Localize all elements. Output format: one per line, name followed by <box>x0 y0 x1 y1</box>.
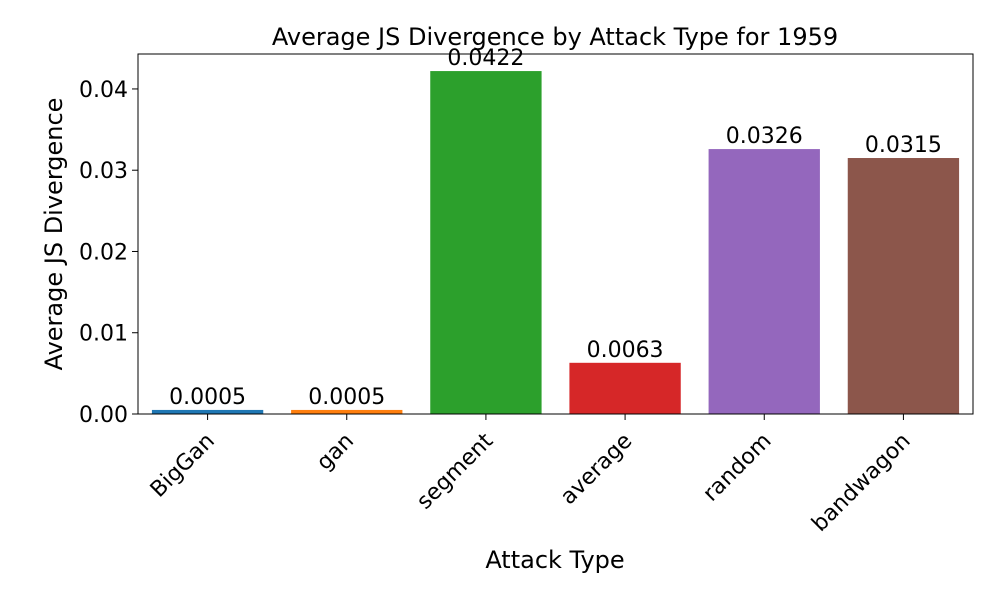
bar-random <box>708 149 820 414</box>
y-axis-label: Average JS Divergence <box>40 98 68 371</box>
data-label: 0.0422 <box>447 46 524 71</box>
x-tick-label: BigGan <box>146 429 220 503</box>
y-tick-label: 0.04 <box>79 78 128 103</box>
x-tick-label: segment <box>412 428 498 514</box>
bar-bandwagon <box>847 158 960 414</box>
x-axis-label: Attack Type <box>485 546 624 574</box>
plot-frame <box>137 53 974 415</box>
x-tick-label: random <box>698 429 776 507</box>
y-tick-label: 0.01 <box>79 322 128 347</box>
bar-biggan <box>151 409 264 414</box>
bar-gan <box>291 409 403 414</box>
x-tick-label: average <box>556 429 637 510</box>
chart-title: Average JS Divergence by Attack Type for… <box>272 23 838 51</box>
data-label: 0.0315 <box>865 133 942 158</box>
x-tick-label: gan <box>312 429 359 476</box>
data-label: 0.0005 <box>308 385 385 410</box>
bar-segment <box>430 71 542 414</box>
y-tick-label: 0.03 <box>79 159 128 184</box>
x-tick-label: bandwagon <box>807 429 915 537</box>
y-tick-label: 0.00 <box>79 403 128 428</box>
data-label: 0.0063 <box>587 338 664 363</box>
data-label: 0.0005 <box>169 385 246 410</box>
data-label: 0.0326 <box>726 124 803 149</box>
y-tick-label: 0.02 <box>79 240 128 265</box>
bar-average <box>569 362 681 414</box>
